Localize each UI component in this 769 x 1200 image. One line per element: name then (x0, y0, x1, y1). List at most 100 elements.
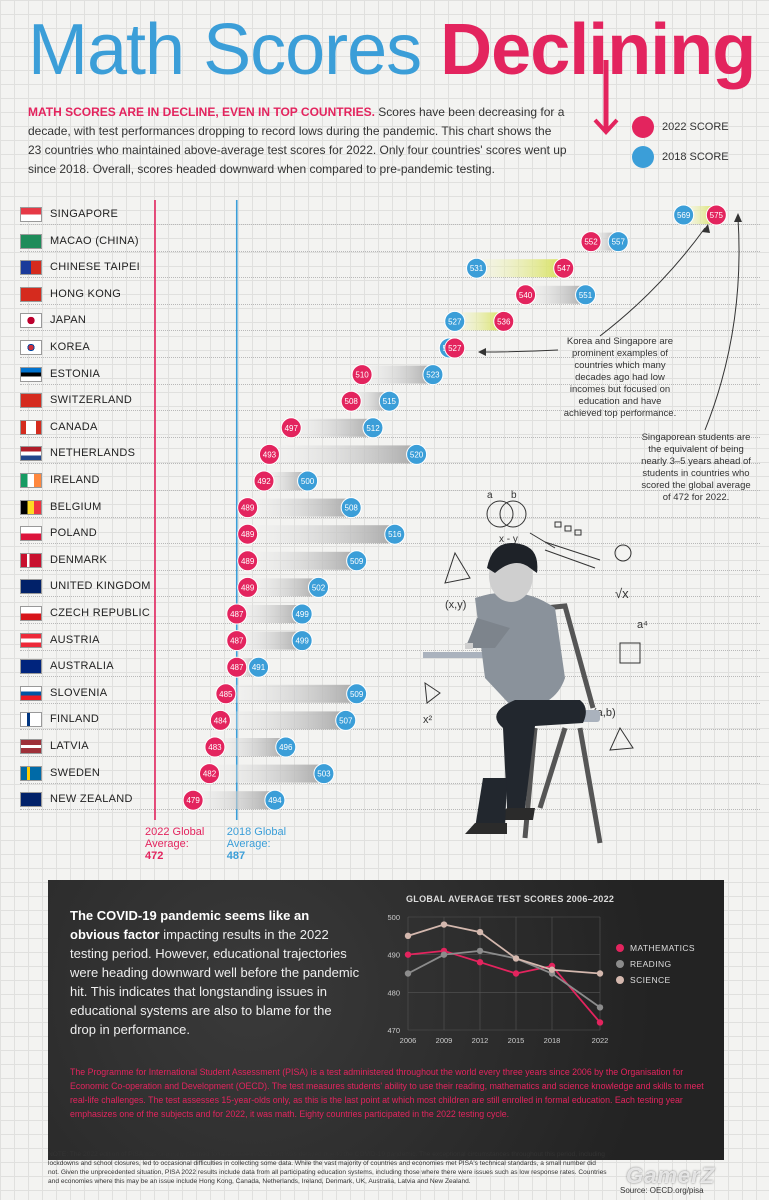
score-2022-label: 479 (186, 796, 200, 805)
flag-icon (20, 552, 42, 568)
score-2018-point (313, 763, 335, 785)
score-2022-point (351, 364, 373, 386)
legend-item-2018: 2018 SCORE (632, 142, 752, 172)
country-row: POLAND (20, 524, 760, 545)
country-row: ESTONIA (20, 365, 760, 385)
country-row: SLOVENIA (20, 684, 760, 704)
flag-icon (20, 473, 42, 488)
score-2022-label: 482 (203, 770, 217, 779)
score-2018-label: 499 (295, 610, 309, 619)
score-2018-label: 508 (345, 504, 359, 513)
score-2022-point (493, 310, 515, 332)
country-name: LATVIA (50, 740, 89, 752)
student-illustration: a b x - y (x,y) √x a⁴ x² (a,b) (423, 490, 648, 844)
country-name: MACAO (CHINA) (50, 234, 139, 247)
line-point (596, 1004, 604, 1011)
student (465, 543, 586, 834)
score-2018-point (264, 789, 286, 811)
score-bar (525, 285, 586, 304)
avg-label-2022-line1: 2022 Global (145, 826, 205, 838)
line-legend-reading-label: READING (630, 959, 672, 969)
y-tick-label: 500 (387, 913, 400, 922)
score-2022-label: 492 (257, 477, 271, 486)
avg-label-2018-line1: 2018 Global (226, 826, 287, 838)
score-2018-point (291, 630, 313, 652)
score-2022-point (209, 709, 231, 731)
score-bar (236, 631, 303, 650)
score-2018-point (575, 284, 597, 306)
watermark: GamerZ (626, 1163, 716, 1188)
flag-icon (20, 207, 42, 222)
score-2022-point (237, 550, 259, 572)
country-name: CANADA (50, 420, 98, 433)
line-legend-science: SCIENCE (616, 972, 695, 988)
score-2022-label: 493 (263, 450, 277, 459)
score-bar (362, 365, 433, 384)
country-row: SINGAPORE (20, 205, 760, 225)
country-row: CHINESE TAIPEI (20, 258, 760, 279)
arrow-head-icon (734, 213, 742, 222)
covid-bold: The COVID-19 pandemic seems like an obvi… (70, 908, 310, 942)
symbol-a4: a⁴ (637, 619, 648, 631)
score-2022-label: 536 (497, 317, 511, 326)
score-bar (247, 551, 357, 570)
arrow-down-icon (593, 60, 619, 135)
annotation-arrow-singapore (599, 227, 706, 337)
flag-icon (20, 712, 42, 728)
score-2018-label: 503 (317, 770, 331, 779)
flag-icon (20, 579, 42, 595)
score-2018-point (406, 443, 428, 465)
country-row: SWEDEN (20, 764, 760, 784)
country-name: NETHERLANDS (50, 447, 136, 460)
math-line (407, 949, 601, 1024)
symbol-sqrt-x: √x (615, 586, 629, 601)
line-point (476, 928, 484, 936)
score-2022-label: 483 (208, 743, 222, 752)
avg-value-2022: 472 (145, 850, 164, 862)
legend-item-2022: 2022 SCORE (632, 112, 752, 142)
score-2018-point (308, 576, 329, 598)
score-2022-point (444, 337, 466, 359)
science-dot-icon (616, 976, 624, 984)
dumbbell-chart: 5695755575525315475515405275365265275235… (154, 200, 742, 820)
score-2018-point (275, 736, 297, 758)
score-2018-point (466, 257, 488, 279)
flag-icon (20, 366, 42, 382)
math-doodles (424, 500, 641, 751)
score-2022-point (340, 390, 362, 412)
score-bar (236, 605, 303, 623)
flag-icon (20, 393, 42, 409)
score-2022-point (258, 443, 280, 465)
score-2022-label: 552 (584, 238, 598, 247)
country-name: HONG KONG (50, 287, 122, 300)
legend-label-2022: 2022 SCORE (662, 121, 729, 133)
country-row: FINLAND (20, 710, 760, 731)
pink-dot-icon (632, 116, 654, 138)
blue-dot-icon (632, 146, 654, 168)
annotation-arrow-singapore-students (704, 217, 740, 431)
country-name: CHINESE TAIPEI (50, 261, 140, 274)
annotation-korea-singapore: Korea and Singapore are prominent exampl… (563, 336, 677, 419)
score-2022-point (182, 789, 204, 811)
country-name: ESTONIA (50, 367, 101, 380)
intro-lead: MATH SCORES ARE IN DECLINE, EVEN IN TOP … (28, 105, 375, 119)
score-2018-point (444, 310, 466, 332)
reading-dot-icon (616, 960, 624, 968)
line-legend: MATHEMATICS READING SCIENCE (616, 940, 695, 988)
score-bar (264, 472, 308, 490)
score-2022-label: 575 (710, 211, 724, 220)
legend: 2022 SCORE 2018 SCORE (632, 112, 752, 182)
flag-icon (20, 739, 42, 754)
avg-label-2022-line2: Average: (145, 838, 189, 850)
score-2018-label: 527 (448, 317, 462, 326)
country-name: CZECH REPUBLIC (50, 607, 151, 619)
score-2022-label: 527 (448, 344, 462, 353)
country-name: IRELAND (50, 474, 100, 486)
score-2018-label: 494 (268, 796, 282, 805)
score-2022-point (226, 603, 248, 625)
flag-icon (20, 659, 42, 675)
line-point (440, 951, 448, 958)
flag-icon (20, 632, 42, 648)
score-2022-label: 484 (214, 716, 228, 725)
score-2022-point (253, 470, 275, 492)
